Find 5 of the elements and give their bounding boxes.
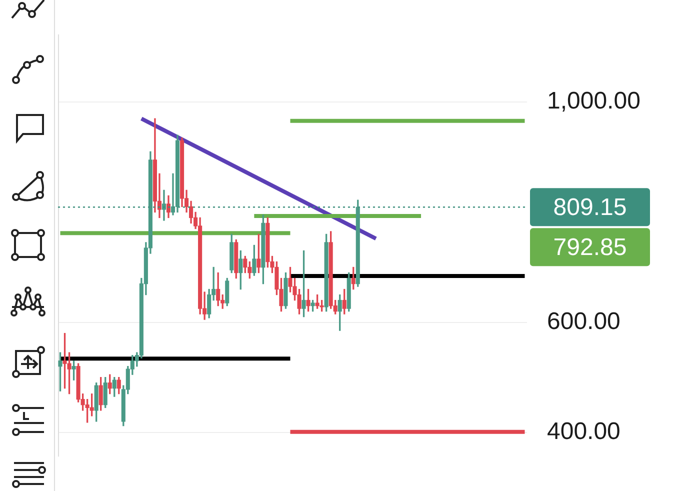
y-tick-label: 600.00 xyxy=(547,308,620,335)
y-tick-label: 1,000.00 xyxy=(547,88,640,115)
text: 792.85 xyxy=(553,234,627,261)
ref-line-label: 809.15 xyxy=(553,194,627,221)
y-tick-label: 400.00 xyxy=(547,418,620,446)
